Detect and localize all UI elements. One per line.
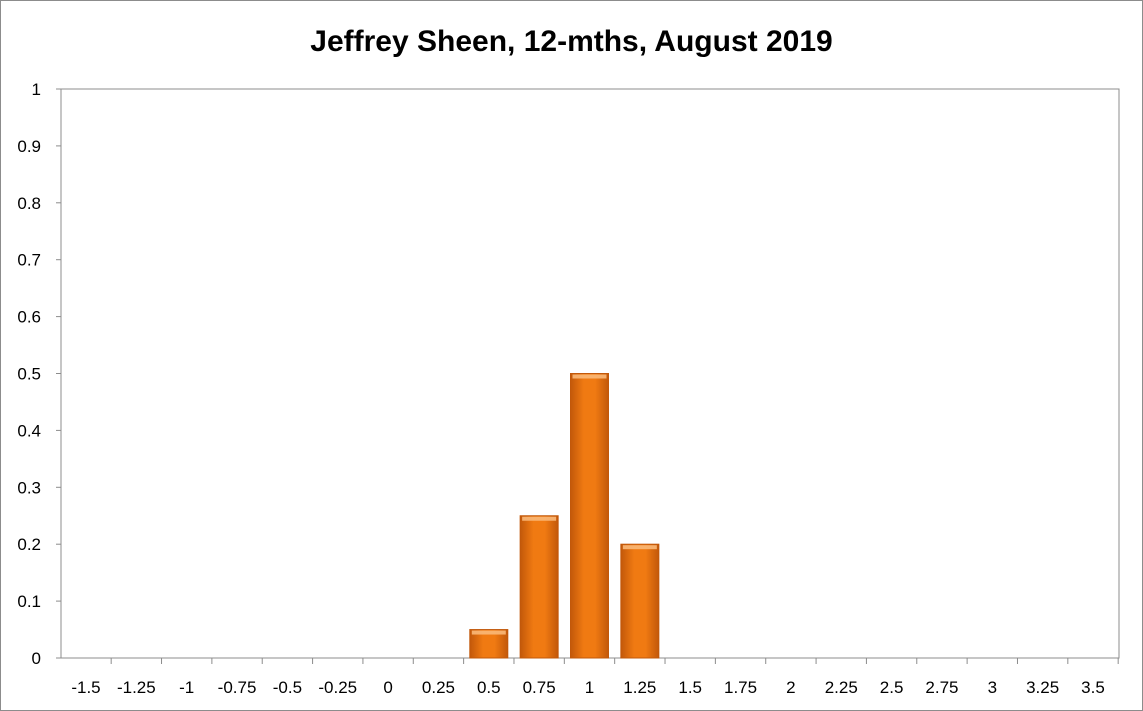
y-tick-label: 0.3	[17, 478, 41, 497]
y-tick-label: 0.4	[17, 421, 41, 440]
bar-body	[620, 543, 660, 659]
x-tick-label: 2.5	[880, 678, 904, 697]
y-tick-label: 0.1	[17, 592, 41, 611]
y-tick-label: 1	[32, 80, 41, 99]
x-tick-label: 2.75	[925, 678, 958, 697]
y-tick-label: 0.5	[17, 365, 41, 384]
x-tick-label: 2.25	[825, 678, 858, 697]
y-tick-label: 0.8	[17, 194, 41, 213]
x-tick-label: 3.5	[1081, 678, 1105, 697]
x-tick-label: -1	[179, 678, 194, 697]
chart-title: Jeffrey Sheen, 12-mths, August 2019	[310, 25, 833, 58]
x-tick-label: 3	[988, 678, 997, 697]
x-tick-label: 1.5	[678, 678, 702, 697]
x-tick-label: 1	[585, 678, 594, 697]
bar-bevel	[522, 516, 557, 521]
x-tick-label: 0.5	[477, 678, 501, 697]
y-tick-label: 0.9	[17, 137, 41, 156]
bar	[469, 629, 509, 659]
bar-bevel	[622, 545, 657, 550]
y-tick-label: 0	[32, 649, 41, 668]
x-tick-label: -0.25	[318, 678, 357, 697]
y-tick-label: 0.6	[17, 308, 41, 327]
bar	[570, 373, 609, 659]
bar-body	[519, 515, 559, 659]
x-tick-label: 1.75	[724, 678, 757, 697]
x-tick-label: -1.25	[117, 678, 156, 697]
x-tick-label: 0.75	[523, 678, 556, 697]
x-tick-label: 0	[383, 678, 392, 697]
y-tick-label: 0.7	[17, 251, 41, 270]
bar-body	[570, 373, 609, 659]
x-tick-label: -1.5	[71, 678, 100, 697]
x-tick-label: 3.25	[1026, 678, 1059, 697]
x-tick-label: -0.75	[218, 678, 257, 697]
bar	[620, 543, 660, 659]
bar	[519, 515, 559, 659]
x-tick-label: 1.25	[623, 678, 656, 697]
bar-bevel	[471, 630, 506, 635]
x-tick-label: 2	[786, 678, 795, 697]
bar-bevel	[572, 374, 607, 379]
x-tick-label: -0.5	[273, 678, 302, 697]
x-tick-label: 0.25	[422, 678, 455, 697]
y-tick-label: 0.2	[17, 535, 41, 554]
